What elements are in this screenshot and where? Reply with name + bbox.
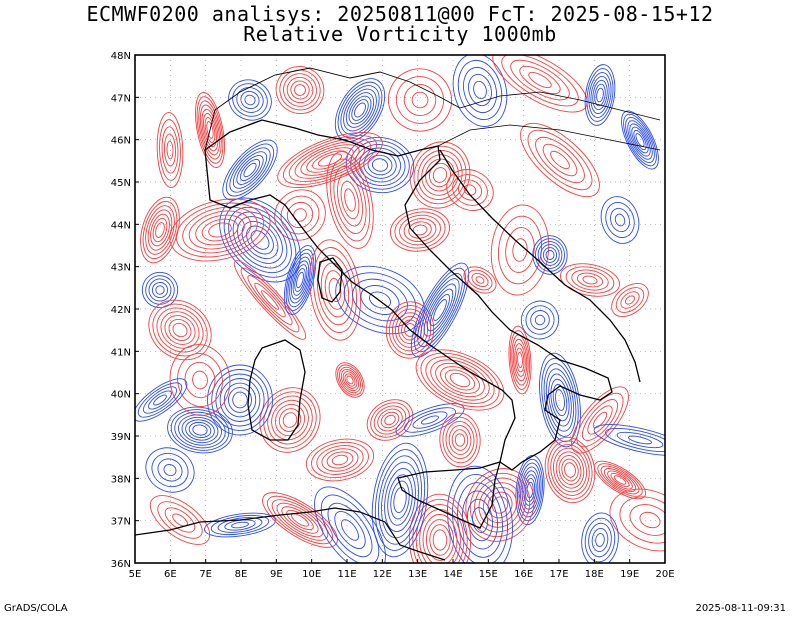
render-timestamp: 2025-08-11-09:31 <box>695 603 786 614</box>
lon-tick-label: 9E <box>270 569 283 580</box>
lon-tick-label: 13E <box>408 569 427 580</box>
lat-tick-label: 38N <box>111 474 131 485</box>
negative-vorticity-contours <box>395 403 465 437</box>
lon-tick-label: 10E <box>302 569 321 580</box>
map-title: ECMWF0200 analisys: 20250811@00 FcT: 202… <box>86 2 714 26</box>
lon-tick-label: 8E <box>235 569 248 580</box>
lon-tick-label: 12E <box>373 569 392 580</box>
positive-vorticity-contours <box>233 260 307 340</box>
positive-vorticity-contours <box>156 112 184 188</box>
negative-vorticity-contours <box>222 139 278 201</box>
positive-vorticity-contours <box>335 362 365 398</box>
positive-vorticity-contours <box>390 208 450 252</box>
contour-field <box>135 55 665 563</box>
positive-vorticity-contours <box>439 412 481 468</box>
lat-tick-label: 44N <box>111 220 131 231</box>
negative-vorticity-contours <box>371 442 429 558</box>
negative-vorticity-contours <box>410 262 470 358</box>
negative-vorticity-contours <box>228 79 272 121</box>
negative-vorticity-contours <box>600 196 640 244</box>
positive-vorticity-contours <box>259 387 321 453</box>
positive-vorticity-contours <box>366 399 414 441</box>
negative-vorticity-contours <box>135 378 188 422</box>
positive-vorticity-contours <box>275 65 325 115</box>
negative-vorticity-contours <box>452 55 508 127</box>
negative-vorticity-contours <box>283 245 317 315</box>
positive-vorticity-contours <box>465 468 535 542</box>
lat-tick-label: 42N <box>111 305 131 316</box>
italy-coastline <box>204 119 613 471</box>
country-border <box>437 91 661 151</box>
negative-vorticity-contours <box>520 300 560 340</box>
balkan-coastline <box>439 149 641 383</box>
negative-vorticity-contours <box>167 406 233 454</box>
coastline <box>135 67 661 561</box>
lat-tick-label: 43N <box>111 263 131 274</box>
positive-vorticity-contours <box>463 266 497 294</box>
alps-border <box>204 67 461 151</box>
sicily-coastline <box>397 461 501 529</box>
lat-tick-label: 37N <box>111 517 131 528</box>
lat-tick-label: 47N <box>111 93 131 104</box>
negative-vorticity-contours <box>532 235 568 275</box>
negative-vorticity-contours <box>145 447 195 493</box>
negative-vorticity-contours <box>593 424 665 456</box>
lon-tick-label: 16E <box>514 569 533 580</box>
lon-tick-label: 18E <box>585 569 604 580</box>
lon-tick-label: 17E <box>549 569 568 580</box>
corsica-coastline <box>317 257 343 303</box>
positive-vorticity-contours <box>490 204 550 296</box>
lon-tick-label: 6E <box>164 569 177 580</box>
positive-vorticity-contours <box>560 263 620 297</box>
map-subtitle: Relative Vorticity 1000mb <box>243 22 557 46</box>
positive-vorticity-contours <box>492 55 588 113</box>
lat-tick-label: 46N <box>111 136 131 147</box>
lon-tick-label: 19E <box>620 569 639 580</box>
negative-vorticity-contours <box>584 64 616 126</box>
positive-vorticity-contours <box>609 488 665 552</box>
lon-tick-label: 11E <box>337 569 356 580</box>
positive-vorticity-contours <box>544 436 596 504</box>
lon-tick-label: 7E <box>199 569 212 580</box>
lon-tick-label: 5E <box>129 569 142 580</box>
lat-tick-label: 41N <box>111 347 131 358</box>
africa-coastline <box>135 507 446 561</box>
lat-tick-label: 45N <box>111 178 131 189</box>
lon-tick-label: 20E <box>655 569 674 580</box>
positive-vorticity-contours <box>409 141 471 209</box>
lat-tick-label: 36N <box>111 559 131 570</box>
lon-tick-label: 14E <box>443 569 462 580</box>
lon-tick-label: 15E <box>479 569 498 580</box>
positive-vorticity-contours <box>148 299 212 361</box>
positive-vorticity-contours <box>140 196 180 264</box>
positive-vorticity-contours <box>195 92 225 168</box>
lat-tick-label: 39N <box>111 432 131 443</box>
lat-tick-label: 48N <box>111 51 131 62</box>
negative-vorticity-contours <box>581 512 619 563</box>
negative-vorticity-contours <box>141 271 179 309</box>
positive-vorticity-contours <box>593 460 647 500</box>
positive-vorticity-contours <box>388 68 452 132</box>
positive-vorticity-contours <box>262 492 338 548</box>
axis-ticks: 5E 6E 7E 8E 9E 10E 11E 12E 13E 14E 15E 16E 17E 18E 19E… <box>111 51 675 580</box>
positive-vorticity-contours <box>274 189 326 241</box>
positive-vorticity-contours <box>611 283 649 317</box>
sardinia-coastline <box>247 339 306 441</box>
lat-tick-label: 40N <box>111 390 131 401</box>
grads-credit: GrADS/COLA <box>4 603 68 614</box>
positive-vorticity-contours <box>520 122 600 198</box>
